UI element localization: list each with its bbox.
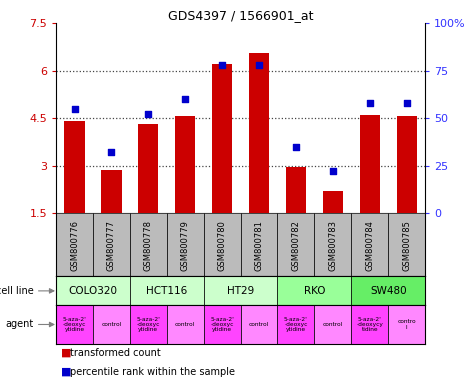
Text: ■: ■ <box>61 348 71 358</box>
Bar <box>101 170 122 213</box>
FancyBboxPatch shape <box>130 305 167 344</box>
Bar <box>314 213 352 276</box>
Text: GSM800778: GSM800778 <box>144 220 153 271</box>
Text: transformed count: transformed count <box>70 348 161 358</box>
Bar <box>352 213 388 276</box>
Text: HT29: HT29 <box>227 286 254 296</box>
FancyBboxPatch shape <box>56 305 93 344</box>
Bar <box>130 213 167 276</box>
Bar <box>360 115 380 213</box>
FancyBboxPatch shape <box>56 276 130 305</box>
Text: control: control <box>249 322 269 327</box>
Bar <box>212 64 232 213</box>
Text: GSM800783: GSM800783 <box>328 220 337 271</box>
FancyBboxPatch shape <box>352 305 388 344</box>
Text: control: control <box>101 322 122 327</box>
FancyBboxPatch shape <box>167 305 204 344</box>
Text: agent: agent <box>6 319 34 329</box>
Text: GSM800780: GSM800780 <box>218 220 227 271</box>
Text: 5-aza-2'
-deoxyc
ytidine: 5-aza-2' -deoxyc ytidine <box>63 316 86 333</box>
Point <box>403 100 410 106</box>
Text: contro
l: contro l <box>398 319 416 330</box>
FancyBboxPatch shape <box>277 276 352 305</box>
Bar <box>56 213 93 276</box>
Text: control: control <box>175 322 195 327</box>
Text: ■: ■ <box>61 367 71 377</box>
Bar <box>167 213 204 276</box>
Text: 5-aza-2'
-deoxyc
ytidine: 5-aza-2' -deoxyc ytidine <box>136 316 160 333</box>
Text: control: control <box>323 322 343 327</box>
Text: COLO320: COLO320 <box>68 286 117 296</box>
Point <box>71 106 78 112</box>
Point <box>329 168 337 174</box>
Point <box>255 62 263 68</box>
Title: GDS4397 / 1566901_at: GDS4397 / 1566901_at <box>168 9 314 22</box>
Point <box>218 62 226 68</box>
Text: GSM800782: GSM800782 <box>292 220 301 271</box>
Bar <box>397 116 417 213</box>
FancyBboxPatch shape <box>277 305 314 344</box>
Text: HCT116: HCT116 <box>146 286 188 296</box>
FancyBboxPatch shape <box>314 305 352 344</box>
Point <box>144 111 152 118</box>
Bar <box>240 213 277 276</box>
Text: RKO: RKO <box>304 286 325 296</box>
Bar <box>277 213 314 276</box>
Text: 5-aza-2'
-deoxyc
ytidine: 5-aza-2' -deoxyc ytidine <box>284 316 308 333</box>
Bar <box>175 116 195 213</box>
FancyBboxPatch shape <box>240 305 277 344</box>
Bar <box>249 53 269 213</box>
FancyBboxPatch shape <box>352 276 425 305</box>
Point <box>366 100 373 106</box>
Point <box>108 149 115 156</box>
Text: GSM800785: GSM800785 <box>402 220 411 271</box>
Bar <box>286 167 306 213</box>
Text: cell line: cell line <box>0 286 34 296</box>
Bar <box>138 124 159 213</box>
Point <box>181 96 189 102</box>
FancyBboxPatch shape <box>93 305 130 344</box>
Text: GSM800781: GSM800781 <box>255 220 264 271</box>
Bar <box>93 213 130 276</box>
Bar <box>64 121 85 213</box>
Text: GSM800777: GSM800777 <box>107 220 116 271</box>
Text: GSM800776: GSM800776 <box>70 220 79 271</box>
Text: percentile rank within the sample: percentile rank within the sample <box>70 367 235 377</box>
FancyBboxPatch shape <box>388 305 425 344</box>
Bar <box>204 213 240 276</box>
Bar <box>323 191 343 213</box>
Bar <box>388 213 425 276</box>
FancyBboxPatch shape <box>204 305 240 344</box>
FancyBboxPatch shape <box>204 276 277 305</box>
Point <box>292 144 300 150</box>
Text: 5-aza-2'
-deoxycy
tidine: 5-aza-2' -deoxycy tidine <box>356 316 383 333</box>
Text: SW480: SW480 <box>370 286 407 296</box>
Text: GSM800779: GSM800779 <box>180 220 190 271</box>
Text: GSM800784: GSM800784 <box>365 220 374 271</box>
Text: 5-aza-2'
-deoxyc
ytidine: 5-aza-2' -deoxyc ytidine <box>210 316 234 333</box>
FancyBboxPatch shape <box>130 276 204 305</box>
